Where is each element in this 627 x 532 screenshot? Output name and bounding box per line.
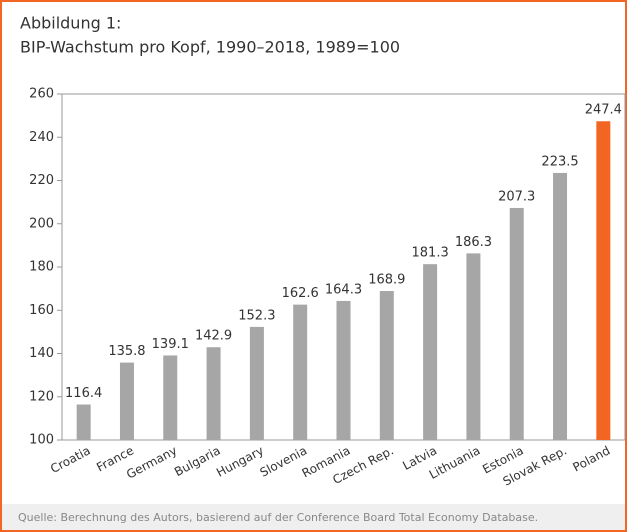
- bar: [466, 253, 481, 440]
- bar: [423, 264, 438, 440]
- value-label: 181.3: [412, 246, 449, 261]
- y-tick-label: 240: [29, 130, 54, 145]
- y-tick-label: 180: [29, 260, 54, 275]
- bar: [553, 172, 568, 440]
- source-note: Quelle: Berechnung des Autors, basierend…: [18, 511, 538, 524]
- value-label: 168.9: [368, 273, 405, 288]
- bar: [293, 304, 308, 440]
- bar: [249, 326, 264, 440]
- value-label: 152.3: [238, 308, 275, 323]
- bar: [119, 362, 134, 440]
- bar: [206, 347, 221, 440]
- value-label: 247.4: [585, 103, 622, 118]
- chart-title: Abbildung 1:: [20, 14, 121, 33]
- value-label: 116.4: [65, 386, 102, 401]
- bar: [336, 300, 351, 440]
- footer-band: [0, 504, 627, 532]
- value-label: 139.1: [152, 337, 189, 352]
- y-tick-label: 260: [29, 87, 54, 102]
- y-tick-label: 100: [29, 433, 54, 448]
- bar: [509, 207, 524, 440]
- value-label: 135.8: [108, 344, 145, 359]
- bar: [163, 355, 178, 440]
- value-label: 164.3: [325, 282, 362, 297]
- bar: [76, 404, 91, 440]
- value-label: 207.3: [498, 189, 535, 204]
- value-label: 142.9: [195, 329, 232, 344]
- value-label: 162.6: [282, 286, 319, 301]
- bar: [596, 121, 611, 440]
- y-tick-label: 120: [29, 389, 54, 404]
- y-tick-label: 160: [29, 303, 54, 318]
- y-tick-label: 200: [29, 216, 54, 231]
- bar: [379, 291, 394, 440]
- y-tick-label: 220: [29, 173, 54, 188]
- value-label: 186.3: [455, 235, 492, 250]
- value-label: 223.5: [541, 154, 578, 169]
- chart-subtitle: BIP-Wachstum pro Kopf, 1990–2018, 1989=1…: [20, 38, 400, 57]
- y-tick-label: 140: [29, 346, 54, 361]
